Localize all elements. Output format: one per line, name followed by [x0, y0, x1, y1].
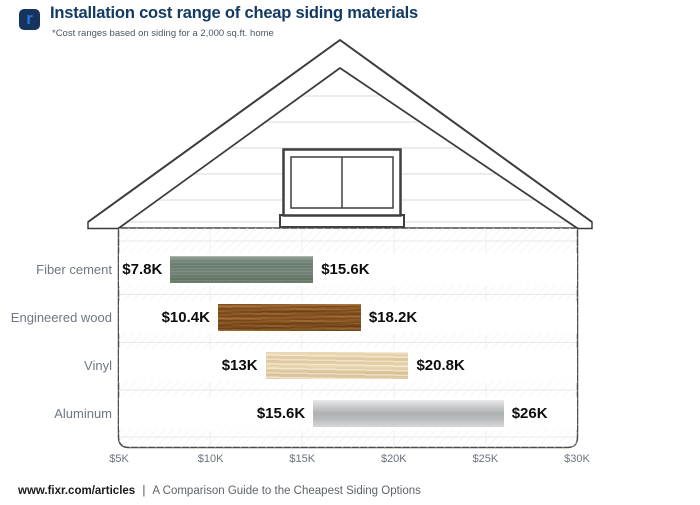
footer-caption: A Comparison Guide to the Cheapest Sidin…	[152, 485, 421, 497]
window-sill	[279, 214, 405, 228]
category-label: Aluminum	[54, 406, 112, 421]
x-tick-label: $20K	[380, 453, 407, 465]
footer: www.fixr.com/articles | A Comparison Guide…	[18, 485, 421, 497]
chart-row-fiber-cement: Fiber cement $7.8K $15.6K	[0, 253, 700, 286]
bar-strip: $7.8K $15.6K	[119, 253, 577, 286]
body-siding-lines	[119, 240, 577, 438]
fixr-logo-icon: r	[19, 9, 40, 30]
category-label: Vinyl	[84, 358, 112, 373]
page-title: Installation cost range of cheap siding …	[50, 4, 418, 22]
x-tick-label: $10K	[197, 453, 224, 465]
roof-outer-line	[87, 39, 593, 223]
chart-row-engineered-wood: Engineered wood $10.4K $18.2K	[0, 301, 700, 334]
bar-min-value: $15.6K	[256, 405, 306, 422]
bar-max-value: $18.2K	[368, 309, 418, 326]
window	[279, 148, 405, 228]
bar-max-value: $15.6K	[321, 261, 370, 278]
category-label: Engineered wood	[10, 310, 112, 325]
x-tick-label: $5K	[109, 453, 129, 465]
aluminum-bar	[313, 400, 504, 427]
bar-strip: $13K $20.8K	[119, 349, 577, 382]
roof-inner-line	[118, 67, 578, 229]
chart-row-vinyl: Vinyl $13K $20.8K	[0, 349, 700, 382]
x-tick-label: $15K	[289, 453, 316, 465]
bar-max-value: $26K	[511, 405, 548, 422]
page-subtitle: *Cost ranges based on siding for a 2,000…	[52, 28, 274, 39]
footer-separator: |	[142, 485, 146, 497]
bar-min-value: $10.4K	[161, 309, 210, 326]
category-label: Fiber cement	[36, 262, 112, 277]
bar-strip: $15.6K $26K	[119, 397, 577, 430]
x-tick-label: $30K	[564, 453, 590, 465]
bar-max-value: $20.8K	[416, 357, 465, 374]
bar-min-value: $7.8K	[122, 261, 163, 278]
engineered-wood-bar	[217, 304, 361, 331]
fiber-cement-bar	[170, 256, 314, 283]
bar-min-value: $13K	[221, 357, 258, 374]
footer-site-url: www.fixr.com/articles	[18, 485, 136, 497]
bar-strip: $10.4K $18.2K	[119, 301, 577, 334]
x-axis: $5K $10K $15K $20K $25K $30K	[109, 451, 590, 467]
chart-row-aluminum: Aluminum $15.6K $26K	[0, 397, 700, 430]
eave-caps	[87, 221, 593, 230]
vinyl-bar	[265, 352, 409, 379]
x-tick-label: $25K	[472, 453, 499, 465]
roof	[87, 39, 593, 230]
